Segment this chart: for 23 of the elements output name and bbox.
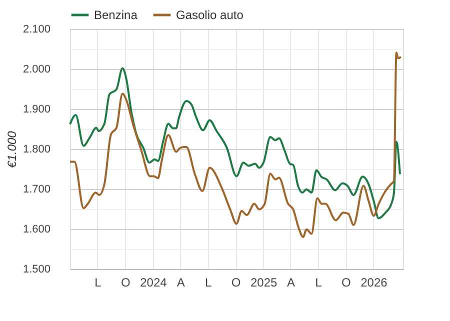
y-tick-label: 2.100 xyxy=(22,24,50,36)
y-tick-label: 1.600 xyxy=(22,224,50,236)
x-tick-label: 2025 xyxy=(250,276,278,290)
y-tick-label: 2.000 xyxy=(22,64,50,76)
line-series xyxy=(69,67,401,220)
y-tick-label: 1.500 xyxy=(22,264,50,276)
line-series xyxy=(69,52,402,238)
y-tick-label: 1.900 xyxy=(22,104,50,116)
y-axis-title: €1.000 xyxy=(4,130,19,168)
x-tick-label: 2024 xyxy=(140,276,168,290)
y-tick-label: 1.800 xyxy=(22,144,50,156)
x-tick-label: A xyxy=(176,276,185,290)
x-tick-label: O xyxy=(342,276,351,290)
x-tick-label: L xyxy=(205,276,212,290)
legend-label: Benzina xyxy=(94,8,138,22)
x-tick-label: 2026 xyxy=(360,276,388,290)
x-tick-label: O xyxy=(121,276,130,290)
x-tick-label: L xyxy=(315,276,322,290)
x-tick-label: L xyxy=(94,276,102,290)
x-tick-label: O xyxy=(231,276,241,290)
legend-label: Gasolio auto xyxy=(176,8,244,22)
x-tick-label: A xyxy=(286,276,295,290)
y-tick-label: 1.700 xyxy=(22,184,50,196)
